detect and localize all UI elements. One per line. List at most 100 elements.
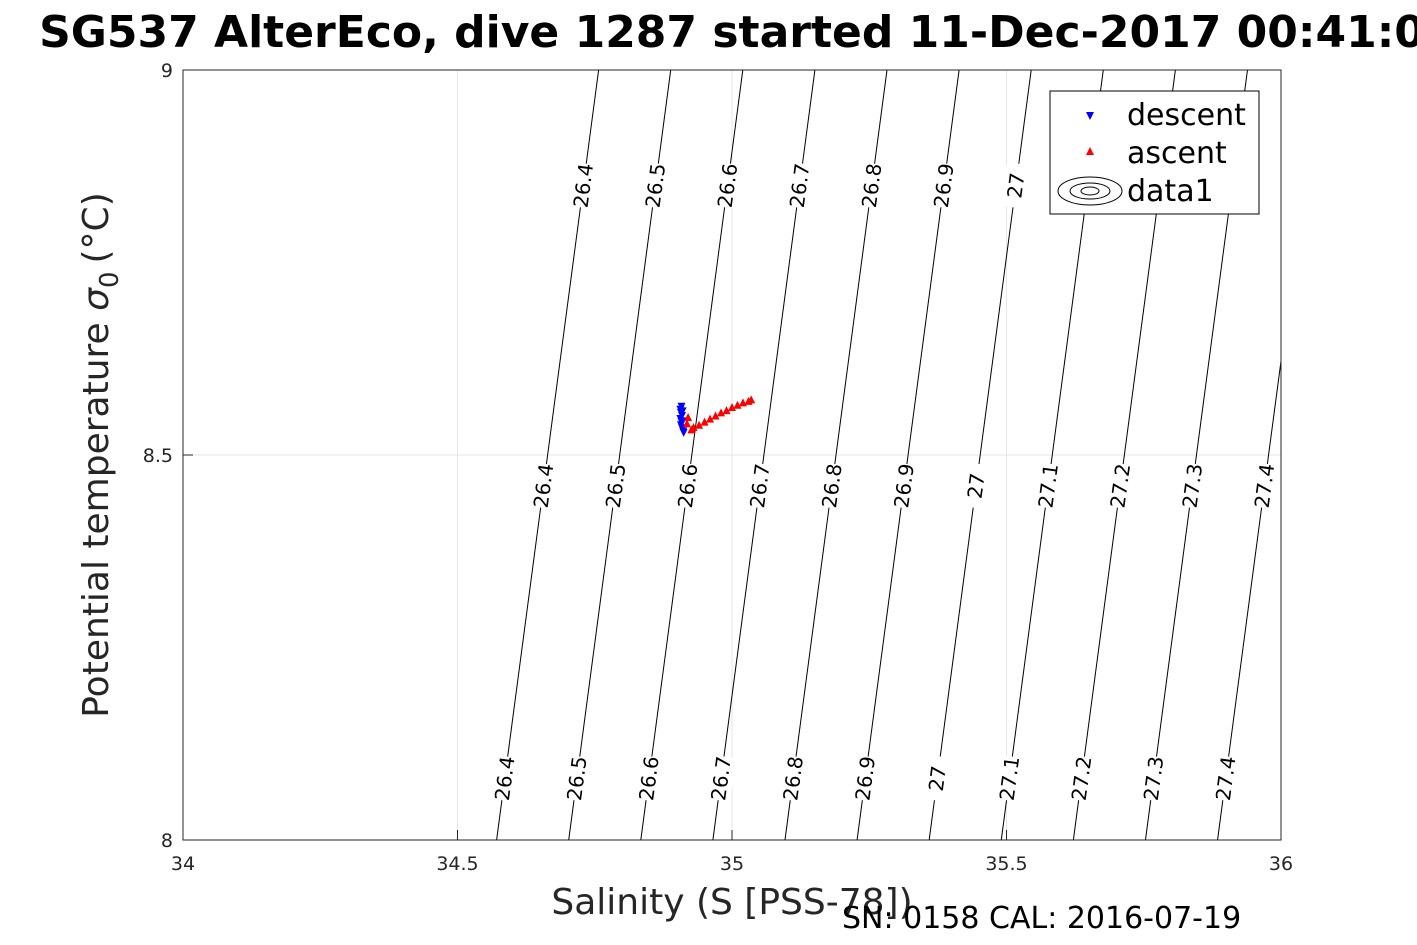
descent-point: [679, 428, 688, 437]
legend-data1-label: data1: [1127, 174, 1214, 209]
isopycnal-label-bg: [1249, 462, 1280, 510]
isopycnal-label-bg: [562, 755, 592, 802]
isopycnal-label: 27.4: [1211, 755, 1241, 802]
ascent-point: [722, 406, 731, 415]
isopycnal-label: 27: [1002, 171, 1029, 199]
isopycnal-label-bg: [784, 162, 815, 209]
legend-descent-label: descent: [1127, 98, 1246, 133]
y-axis-label-text: Potential temperature: [76, 322, 117, 717]
isopycnal-label: 26.9: [850, 755, 880, 802]
isopycnal-label-bg: [600, 462, 631, 510]
ascent-point: [747, 395, 756, 404]
isopycnal-label: 26.5: [641, 162, 671, 209]
isopycnal-label-bg: [672, 462, 703, 510]
descent-point: [678, 407, 687, 416]
isopycnal-label-bg: [961, 462, 991, 510]
isopycnal-label-bg: [856, 162, 887, 209]
ascent-point: [682, 419, 691, 428]
legend-data1-marker: [1057, 176, 1123, 206]
isopycnal-label-bg: [745, 462, 775, 510]
isopycnal-label-bg: [634, 755, 664, 802]
ascent-point: [728, 403, 736, 412]
legend-box: [1049, 90, 1260, 215]
legend-descent-marker: [1086, 112, 1094, 120]
axis-ticks: 34 34.5 35 35.5 36 8 8.5 9: [143, 60, 1293, 875]
y-axis-label-subscript: 0: [95, 271, 125, 288]
isopycnal-label-bg: [1033, 462, 1063, 510]
isopycnal-label-bg: [889, 462, 919, 510]
isopycnal-label: 27: [963, 472, 990, 500]
ascent-point: [684, 413, 693, 422]
y-tick-label: 9: [161, 60, 173, 82]
isopycnal-label-bg: [929, 162, 959, 209]
ascent-point: [700, 417, 709, 426]
isopycnal-label-bg: [1177, 462, 1208, 510]
ascent-point: [706, 414, 715, 423]
isopycnal-label: 26.4: [490, 755, 520, 802]
isopycnal-label: 26.7: [706, 755, 736, 802]
isopycnal-label: 27.1: [1033, 462, 1063, 509]
isopycnal-label: 27.1: [995, 755, 1025, 802]
isopycnal-label-bg: [1138, 755, 1169, 802]
ascent-point: [711, 411, 720, 420]
isopycnal-label-bg: [817, 462, 847, 510]
isopycnal-label: 26.8: [857, 162, 887, 209]
isopycnal-label: 27.2: [1105, 462, 1135, 509]
isopycnal-label: 26.9: [929, 162, 959, 209]
isopycnal-label-bg: [850, 755, 881, 802]
x-tick-label: 34.5: [436, 853, 478, 875]
isopycnal-label: 26.4: [569, 162, 599, 209]
legend: descent ascent data1: [1049, 90, 1260, 215]
y-axis-label: Potential temperature σ0 (°C): [76, 192, 125, 718]
chart-title: SG537 AlterEco, dive 1287 started 11-Dec…: [39, 7, 1417, 58]
isopycnal-label: 26.7: [785, 162, 815, 209]
x-tick-label: 36: [1269, 853, 1293, 875]
isopycnal-label-bg: [568, 162, 599, 209]
descent-point: [678, 417, 687, 426]
isopycnal-label: 27: [924, 764, 951, 792]
isopycnal-label-bg: [706, 755, 736, 802]
x-tick-label: 35.5: [985, 853, 1027, 875]
ascent-point: [695, 420, 704, 429]
isopycnal-label-bg: [922, 755, 953, 802]
isopycnal-label: 26.6: [713, 162, 743, 209]
isopycnal-label: 26.7: [745, 462, 775, 509]
isopycnal-label: 26.6: [673, 462, 703, 509]
isopycnal-label: 26.5: [601, 462, 631, 509]
x-axis-label: Salinity (S [PSS-78]): [551, 882, 912, 923]
legend-ascent-label: ascent: [1127, 136, 1227, 171]
isopycnal-label-bg: [1001, 162, 1031, 209]
isopycnal-label: 27.3: [1178, 462, 1208, 509]
ascent-point: [689, 423, 698, 432]
isopycnal-label: 26.9: [889, 462, 919, 509]
isopycnal-label: 27.4: [1250, 462, 1280, 509]
isopycnal-label-bg: [1066, 755, 1097, 802]
isopycnal-label: 26.4: [529, 462, 559, 509]
ascent-point: [733, 400, 742, 409]
ascent-point: [717, 408, 726, 417]
isopycnal-label: 26.5: [562, 755, 592, 802]
isopycnal-label: 26.8: [817, 462, 847, 509]
isopycnal-label-bg: [1105, 462, 1136, 510]
isopycnal-label-bg: [994, 755, 1025, 802]
isopycnal-label: 26.6: [634, 755, 664, 802]
isopycnal-label: 27.2: [1067, 755, 1097, 802]
isopycnal-label-bg: [489, 755, 520, 802]
isopycnal-label: 26.8: [778, 755, 808, 802]
isopycnal-label-bg: [1210, 755, 1241, 802]
legend-ascent-marker: [1086, 147, 1094, 155]
y-tick-label: 8: [161, 830, 173, 852]
isopycnal-label-bg: [712, 162, 743, 209]
isopycnal-label-bg: [528, 462, 559, 510]
isopycnal-label-bg: [640, 162, 671, 209]
data-series: [676, 395, 756, 437]
y-axis-label-symbol: σ: [76, 287, 117, 311]
y-tick-label: 8.5: [143, 445, 173, 467]
x-tick-label: 35: [720, 853, 744, 875]
isopycnal-label-bg: [778, 755, 808, 802]
serial-calibration-text: SN: 0158 CAL: 2016-07-19: [842, 901, 1241, 936]
x-tick-label: 34: [171, 853, 195, 875]
y-axis-label-unit: (°C): [76, 192, 117, 263]
isopycnal-label: 27.3: [1139, 755, 1169, 802]
